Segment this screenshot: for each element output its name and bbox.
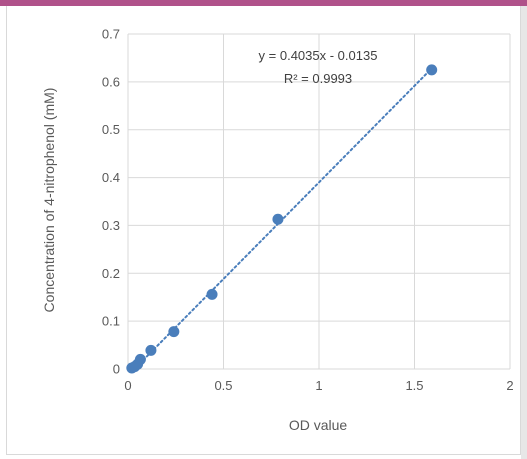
data-point <box>134 353 146 365</box>
data-point <box>145 344 157 356</box>
data-point <box>206 288 218 300</box>
trendline-path <box>142 67 433 362</box>
chart-frame <box>6 6 521 455</box>
x-tick-label: 2 <box>506 378 513 393</box>
y-tick-label: 0.5 <box>102 122 120 137</box>
right-scroll-strip <box>521 6 527 459</box>
y-axis-title: Concentration of 4-nitrophenol (mM) <box>41 88 57 313</box>
trendline-equation: y = 0.4035x - 0.0135 <box>259 48 378 63</box>
y-tick-label: 0.4 <box>102 170 120 185</box>
data-point <box>426 64 438 76</box>
grid-lines <box>127 33 511 370</box>
x-tick-label: 0 <box>124 378 131 393</box>
y-tick-label: 0.7 <box>102 27 120 42</box>
window-top-accent-bar <box>0 0 527 6</box>
y-tick-label: 0.3 <box>102 218 120 233</box>
data-point <box>168 326 180 338</box>
y-tick-label: 0.1 <box>102 314 120 329</box>
x-tick-label: 1.5 <box>405 378 423 393</box>
trendline <box>142 67 433 362</box>
data-points <box>126 64 438 374</box>
x-axis-ticks: 0 0.5 1 1.5 2 <box>124 378 513 393</box>
x-tick-label: 0.5 <box>214 378 232 393</box>
x-axis-title: OD value <box>289 417 348 433</box>
r-squared-label: R² = 0.9993 <box>284 71 352 86</box>
data-point <box>272 213 284 225</box>
y-axis-ticks: 0 0.1 0.2 0.3 0.4 0.5 0.6 0.7 <box>102 27 120 377</box>
y-tick-label: 0 <box>113 362 120 377</box>
y-tick-label: 0.2 <box>102 266 120 281</box>
y-tick-label: 0.6 <box>102 74 120 89</box>
x-tick-label: 1 <box>315 378 322 393</box>
